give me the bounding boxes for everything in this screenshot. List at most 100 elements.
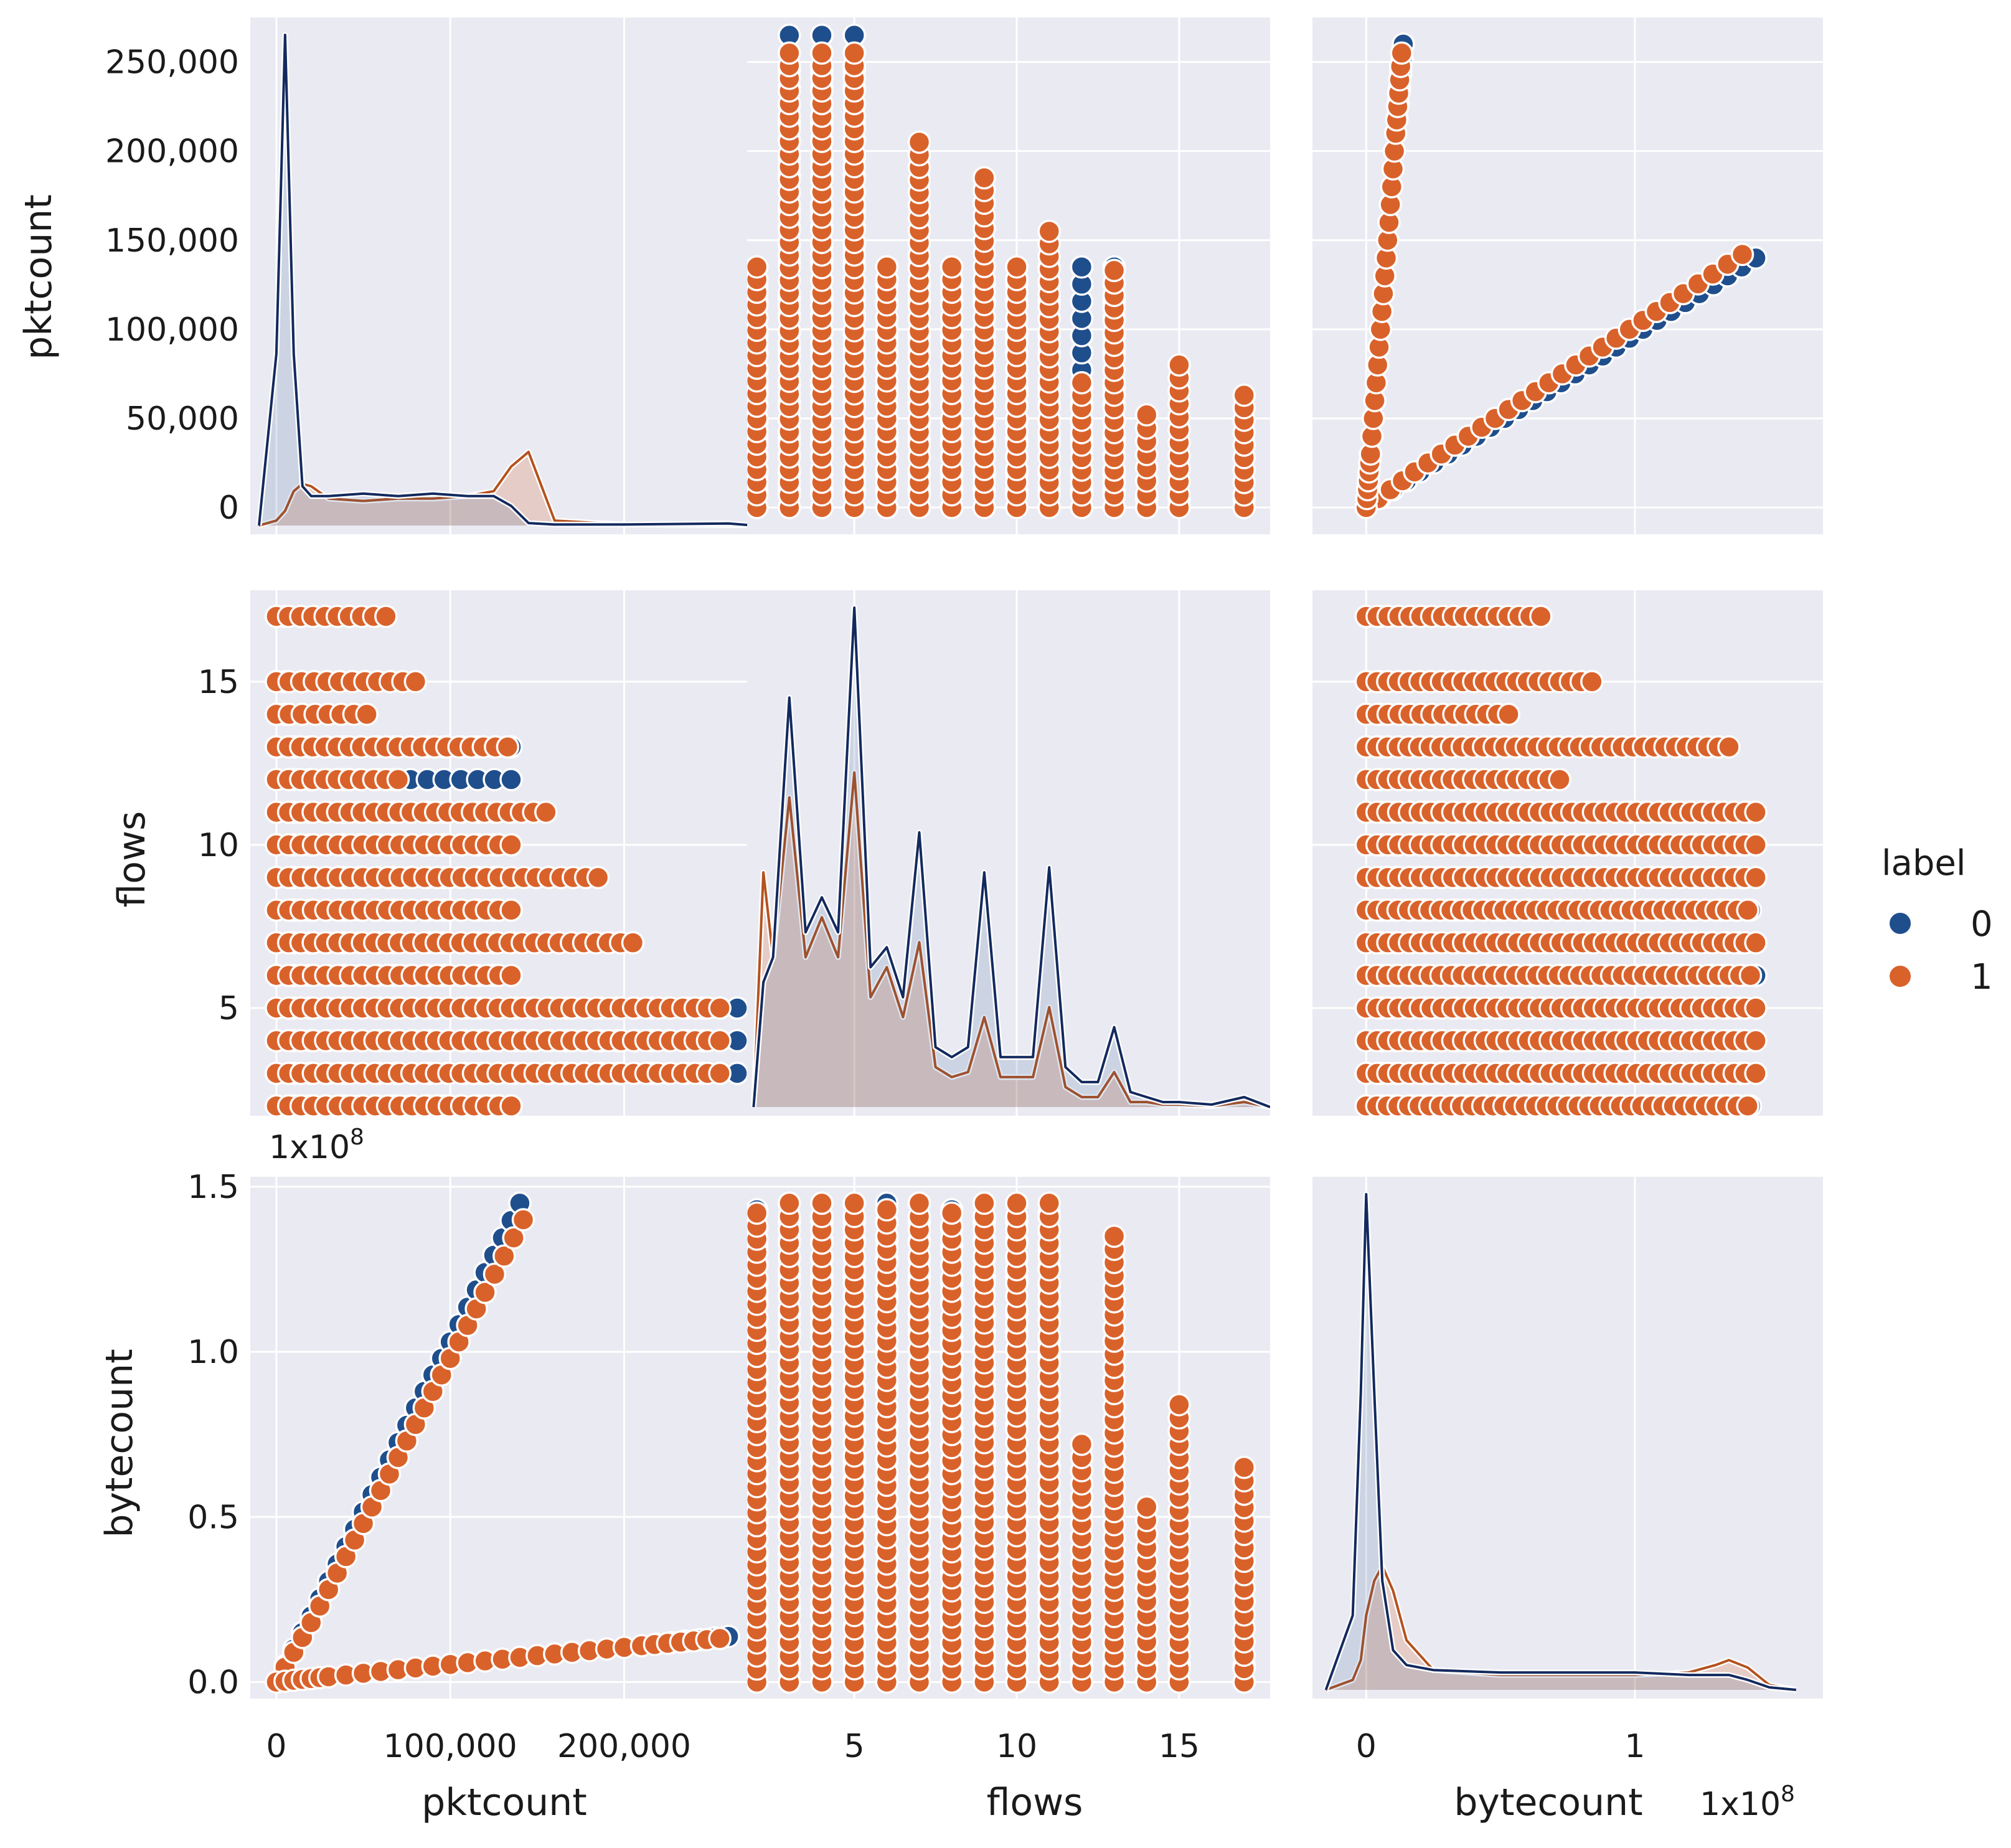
panel-content xyxy=(1354,605,1768,1116)
point-label-1 xyxy=(973,166,996,190)
point-label-1 xyxy=(499,1094,523,1116)
bytecount-y-multiplier: 1x108 xyxy=(269,1124,364,1166)
point-label-1 xyxy=(940,1201,964,1225)
kde-line-label_0 xyxy=(258,34,755,527)
point-label-1 xyxy=(1744,931,1768,955)
panel-pktcount-vs-bytecount xyxy=(1312,17,1823,534)
kde-fill-label_0 xyxy=(753,608,1270,1107)
point-label-1 xyxy=(355,702,379,726)
ytick-label-bytecount: 0.0 xyxy=(187,1664,239,1701)
point-label-1 xyxy=(1102,258,1126,283)
point-label-1 xyxy=(499,833,523,857)
point-label-1 xyxy=(1232,384,1256,407)
legend-marker-1 xyxy=(1887,963,1913,989)
ylabel-pktcount: pktcount xyxy=(17,194,60,360)
point-label-1 xyxy=(778,41,801,65)
xtick-label-flows: 5 xyxy=(844,1728,865,1765)
point-label-1 xyxy=(1736,1094,1759,1116)
ytick-label-pktcount: 50,000 xyxy=(126,400,239,438)
kde-fill-label_0 xyxy=(1326,1194,1796,1690)
point-label-1 xyxy=(534,800,558,824)
panel-flows-vs-flows xyxy=(747,590,1270,1116)
xtick-label-pktcount: 100,000 xyxy=(384,1728,517,1765)
point-label-1 xyxy=(1736,898,1759,922)
point-label-1 xyxy=(907,130,931,154)
point-label-1 xyxy=(621,931,645,955)
ytick-label-pktcount: 200,000 xyxy=(105,133,239,171)
point-label-1 xyxy=(810,41,834,65)
point-label-1 xyxy=(1717,735,1741,759)
point-label-1 xyxy=(1744,800,1768,824)
ytick-label-bytecount: 0.5 xyxy=(187,1499,239,1536)
point-label-1 xyxy=(1497,702,1520,726)
xtick-label-pktcount: 0 xyxy=(266,1728,286,1765)
panel-content xyxy=(1323,1191,1797,1693)
legend-marker-0 xyxy=(1887,910,1913,936)
point-label-1 xyxy=(496,735,520,759)
point-label-1 xyxy=(1390,41,1414,65)
panel-content xyxy=(265,605,749,1116)
point-label-1 xyxy=(499,898,523,922)
point-label-1 xyxy=(1744,1062,1768,1085)
panel-content xyxy=(1354,32,1768,519)
kde-line-label_1 xyxy=(752,771,1270,1108)
xlabel-flows: flows xyxy=(987,1781,1083,1824)
point-label-1 xyxy=(708,1029,732,1053)
point-label-1 xyxy=(492,1244,516,1268)
point-label-1 xyxy=(1744,996,1768,1020)
panel-pktcount-vs-flows xyxy=(747,17,1270,534)
point-label-1 xyxy=(1232,1455,1256,1479)
point-label-1 xyxy=(940,255,964,279)
point-label-1 xyxy=(1580,670,1604,694)
panel-content xyxy=(256,32,755,529)
legend: label 0 1 xyxy=(1881,843,1993,997)
xtick-label-flows: 15 xyxy=(1159,1728,1200,1765)
point-label-1 xyxy=(1037,219,1061,243)
point-label-1 xyxy=(1744,865,1768,890)
panel-flows-vs-bytecount xyxy=(1312,590,1823,1116)
point-label-1 xyxy=(747,1201,769,1225)
ytick-label-pktcount: 100,000 xyxy=(105,311,239,349)
kde-fill-label_1 xyxy=(258,451,755,526)
point-label-1 xyxy=(708,1626,732,1651)
point-label-0 xyxy=(1070,255,1094,279)
panel-background xyxy=(747,590,1270,1116)
xtick-label-bytecount: 1 xyxy=(1624,1728,1645,1765)
ylabel-flows: flows xyxy=(110,811,154,908)
point-label-1 xyxy=(1167,1393,1191,1417)
point-label-1 xyxy=(1744,1029,1768,1053)
panel-content xyxy=(750,605,1270,1110)
panel-content xyxy=(747,1191,1256,1694)
legend-label-1: 1 xyxy=(1971,957,1993,997)
point-label-1 xyxy=(1037,1191,1061,1215)
panel-pktcount-vs-pktcount xyxy=(250,17,755,534)
ytick-label-flows: 15 xyxy=(198,664,239,701)
panel-bytecount-vs-flows xyxy=(747,1177,1270,1699)
xlabel-bytecount: bytecount xyxy=(1454,1781,1642,1824)
point-label-1 xyxy=(1744,833,1768,857)
point-label-1 xyxy=(1548,768,1571,791)
point-label-1 xyxy=(907,1191,931,1215)
ytick-label-pktcount: 150,000 xyxy=(105,222,239,260)
point-label-1 xyxy=(1102,1224,1126,1248)
point-label-1 xyxy=(1529,605,1553,628)
point-label-1 xyxy=(1134,1495,1159,1519)
panel-content xyxy=(747,23,1256,519)
ytick-label-pktcount: 250,000 xyxy=(105,44,239,82)
panel-bytecount-vs-pktcount xyxy=(250,1177,755,1699)
ytick-label-flows: 10 xyxy=(198,827,239,864)
point-label-1 xyxy=(499,963,523,988)
bytecount-x-multiplier: 1x108 xyxy=(1700,1781,1795,1823)
xtick-label-bytecount: 0 xyxy=(1356,1728,1377,1765)
ytick-label-bytecount: 1.0 xyxy=(187,1334,239,1371)
point-label-1 xyxy=(875,255,899,279)
point-label-1 xyxy=(810,1191,834,1215)
panel-background xyxy=(250,17,755,534)
point-label-1 xyxy=(1005,1191,1029,1215)
point-label-1 xyxy=(708,1062,732,1085)
panel-flows-vs-pktcount xyxy=(250,590,755,1116)
point-label-1 xyxy=(842,41,866,65)
point-label-1 xyxy=(1070,1432,1094,1456)
point-label-1 xyxy=(778,1191,801,1215)
point-label-1 xyxy=(1070,370,1094,395)
